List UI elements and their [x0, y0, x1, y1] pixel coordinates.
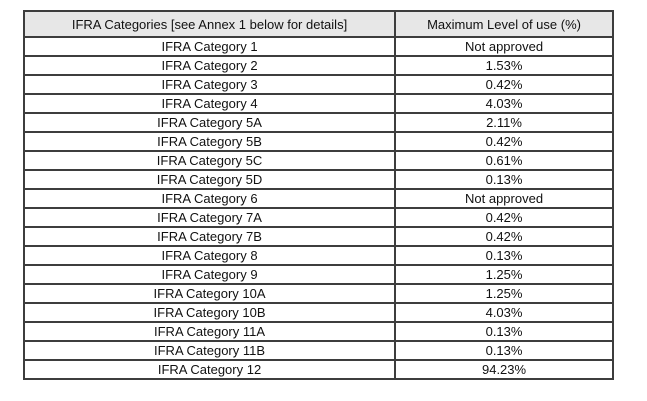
table-row: IFRA Category 7A 0.42%	[22, 207, 614, 228]
table-row: IFRA Category 11A 0.13%	[22, 321, 614, 342]
category-cell: IFRA Category 10B	[22, 302, 397, 323]
max-level-cell: 94.23%	[394, 359, 614, 380]
max-level-cell: 1.53%	[394, 55, 614, 76]
header-row: IFRA Categories [see Annex 1 below for d…	[22, 10, 614, 38]
max-level-cell: 0.42%	[394, 74, 614, 95]
category-cell: IFRA Category 1	[22, 36, 397, 57]
table-body: IFRA Category 1 Not approved IFRA Category…	[22, 36, 614, 380]
category-cell: IFRA Category 11B	[22, 340, 397, 361]
category-cell: IFRA Category 6	[22, 188, 397, 209]
category-cell: IFRA Category 7B	[22, 226, 397, 247]
table-row: IFRA Category 10B 4.03%	[22, 302, 614, 323]
column-header-categories: IFRA Categories [see Annex 1 below for d…	[22, 10, 397, 38]
max-level-cell: 0.13%	[394, 169, 614, 190]
max-level-cell: 4.03%	[394, 93, 614, 114]
table-row: IFRA Category 5A 2.11%	[22, 112, 614, 133]
category-cell: IFRA Category 5B	[22, 131, 397, 152]
table-row: IFRA Category 5B 0.42%	[22, 131, 614, 152]
max-level-cell: 2.11%	[394, 112, 614, 133]
max-level-cell: 0.13%	[394, 321, 614, 342]
max-level-cell: 0.61%	[394, 150, 614, 171]
table-row: IFRA Category 11B 0.13%	[22, 340, 614, 361]
table-row: IFRA Category 10A 1.25%	[22, 283, 614, 304]
category-cell: IFRA Category 12	[22, 359, 397, 380]
table-row: IFRA Category 3 0.42%	[22, 74, 614, 95]
table-row: IFRA Category 4 4.03%	[22, 93, 614, 114]
max-level-cell: 0.42%	[394, 207, 614, 228]
table-row: IFRA Category 5C 0.61%	[22, 150, 614, 171]
table-row: IFRA Category 12 94.23%	[22, 359, 614, 380]
max-level-cell: 0.13%	[394, 340, 614, 361]
ifra-categories-table: IFRA Categories [see Annex 1 below for d…	[22, 10, 614, 380]
max-level-cell: 1.25%	[394, 283, 614, 304]
category-cell: IFRA Category 2	[22, 55, 397, 76]
category-cell: IFRA Category 5C	[22, 150, 397, 171]
category-cell: IFRA Category 4	[22, 93, 397, 114]
category-cell: IFRA Category 11A	[22, 321, 397, 342]
category-cell: IFRA Category 5A	[22, 112, 397, 133]
table-row: IFRA Category 9 1.25%	[22, 264, 614, 285]
table-row: IFRA Category 7B 0.42%	[22, 226, 614, 247]
category-cell: IFRA Category 10A	[22, 283, 397, 304]
table-row: IFRA Category 2 1.53%	[22, 55, 614, 76]
max-level-cell: 4.03%	[394, 302, 614, 323]
table-row: IFRA Category 6 Not approved	[22, 188, 614, 209]
table-row: IFRA Category 1 Not approved	[22, 36, 614, 57]
max-level-cell: 0.13%	[394, 245, 614, 266]
max-level-cell: Not approved	[394, 36, 614, 57]
category-cell: IFRA Category 7A	[22, 207, 397, 228]
max-level-cell: 0.42%	[394, 226, 614, 247]
max-level-cell: 0.42%	[394, 131, 614, 152]
category-cell: IFRA Category 8	[22, 245, 397, 266]
category-cell: IFRA Category 9	[22, 264, 397, 285]
max-level-cell: Not approved	[394, 188, 614, 209]
table-row: IFRA Category 8 0.13%	[22, 245, 614, 266]
max-level-cell: 1.25%	[394, 264, 614, 285]
column-header-max-level: Maximum Level of use (%)	[394, 10, 614, 38]
category-cell: IFRA Category 5D	[22, 169, 397, 190]
category-cell: IFRA Category 3	[22, 74, 397, 95]
table-row: IFRA Category 5D 0.13%	[22, 169, 614, 190]
